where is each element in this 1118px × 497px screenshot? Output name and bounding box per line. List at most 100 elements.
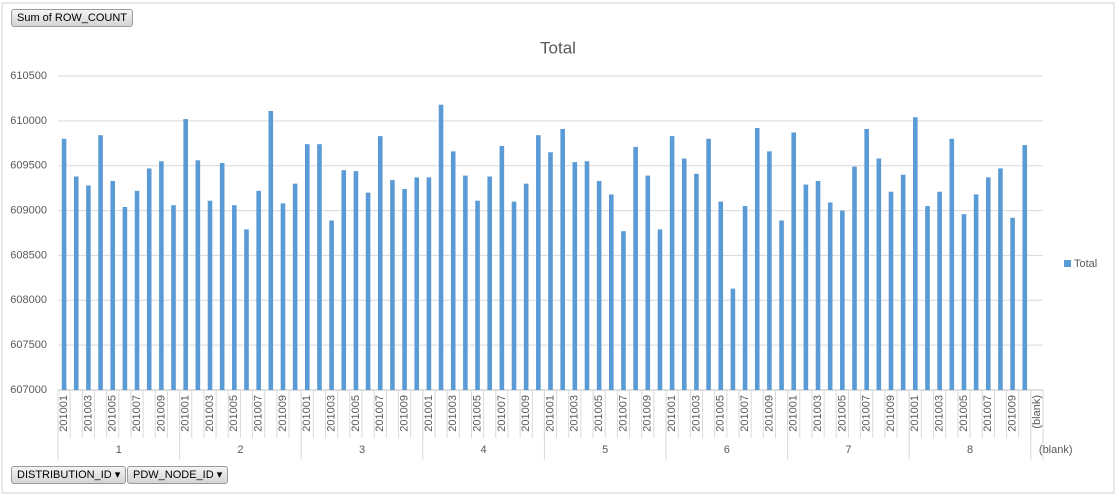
bar [341,170,347,390]
x-tick-label: 201007 [861,395,873,432]
bar [961,214,967,390]
bar [888,191,894,390]
x-tick-label: 201007 [982,395,994,432]
bar [280,203,286,390]
x-tick-label: 201009 [155,395,167,432]
bar [767,151,772,390]
chart-title: Total [540,38,576,57]
x-tick-label: 201001 [180,395,192,432]
bar [572,162,578,390]
bar [596,180,602,390]
bar [256,190,261,390]
bar [390,180,395,390]
x-tick-label: 201003 [447,395,459,432]
button-label: PDW_NODE_ID [133,469,214,481]
bar [463,175,468,390]
legend-swatch [1064,260,1071,267]
bar [171,205,176,390]
x-tick-label: 201005 [715,395,727,432]
x-tick-label: 201005 [958,395,970,432]
bar [183,119,188,390]
axis-field-button[interactable]: DISTRIBUTION_ID ▾ [11,466,127,484]
group-label: 8 [967,444,973,456]
group-label: 7 [845,444,851,456]
bar [584,161,590,390]
y-tick-label: 608500 [10,249,47,261]
bar [268,110,274,390]
button-label: DISTRIBUTION_ID [17,469,112,481]
x-tick-label: 201009 [398,395,410,432]
x-tick-label: 201007 [374,395,386,432]
x-tick-label: 201003 [326,395,338,432]
y-tick-label: 607000 [10,384,47,396]
y-tick-label: 609500 [10,160,47,172]
bar [304,144,310,390]
x-tick-label: 201007 [739,395,751,432]
bar [985,177,991,390]
bar [864,128,869,390]
bar [73,176,79,390]
bar [657,229,663,390]
bar [402,189,407,390]
bar [450,151,456,390]
value-field-button[interactable]: Sum of ROW_COUNT [11,9,134,27]
y-tick-label: 609000 [10,204,47,216]
bar [110,180,116,390]
bar [633,146,638,390]
bar [973,194,979,390]
group-label: 2 [237,444,243,456]
y-tick-label: 607500 [10,339,47,351]
bar [1010,217,1015,390]
x-tick-label: 201001 [58,395,70,432]
bar [937,191,942,390]
bar [207,200,213,390]
x-tick-label: 201009 [1007,395,1019,432]
group-label: (blank) [1039,444,1073,456]
bar [122,206,128,390]
bar [487,176,492,390]
bar [86,185,91,390]
x-tick-label: 201003 [82,395,94,432]
group-label: 1 [116,444,122,456]
bar [742,206,748,390]
bar [61,138,67,390]
bar [146,168,152,390]
x-tick-label: 201005 [836,395,848,432]
bar [560,128,565,390]
x-tick-label: 201001 [788,395,800,432]
bar [377,136,383,390]
bar [365,192,371,390]
bar [645,175,651,390]
x-tick-label: 201007 [131,395,143,432]
bar [159,161,164,390]
x-tick-label: 201005 [107,395,119,432]
x-tick-label: 201005 [350,395,362,432]
x-tick-label: 201007 [617,395,629,432]
x-tick-label: 201001 [423,395,435,432]
bar [913,117,918,391]
bar [621,231,626,390]
bar [803,184,809,390]
axis-field-button[interactable]: PDW_NODE_ID ▾ [127,466,229,484]
bar [852,166,857,390]
bar [791,132,797,390]
x-tick-label: 201005 [471,395,483,432]
x-tick-label: 201005 [228,395,240,432]
x-tick-label: (blank) [1031,395,1043,429]
bar [998,168,1003,390]
group-label: 3 [359,444,365,456]
bar [511,201,517,390]
x-tick-label: 201009 [520,395,532,432]
bar [414,177,420,390]
bar [499,145,505,390]
bar [353,171,359,390]
x-tick-label: 201003 [934,395,946,432]
bar [718,201,724,390]
bar [232,205,237,390]
x-tick-label: 201003 [569,395,581,432]
bar [329,220,334,390]
bar [134,190,140,390]
bar [1022,145,1028,390]
